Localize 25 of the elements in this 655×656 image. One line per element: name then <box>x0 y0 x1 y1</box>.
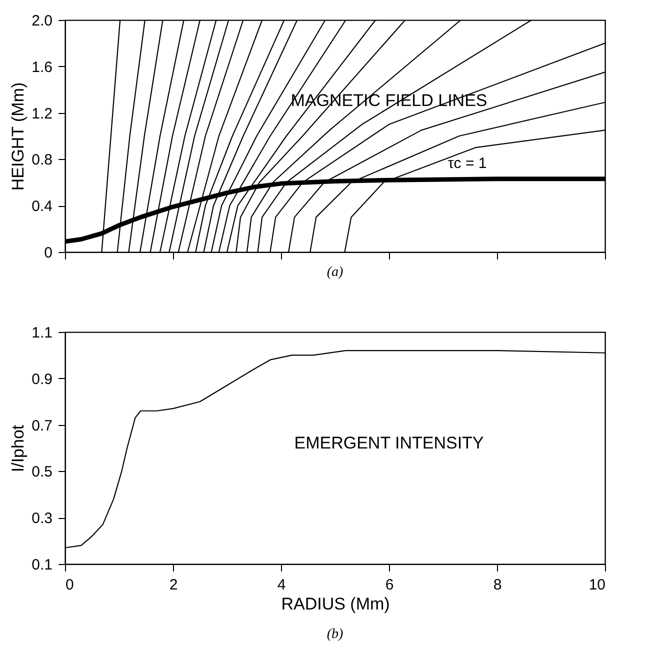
y-tick-label: 0 <box>44 244 52 262</box>
annotation: EMERGENT INTENSITY <box>294 433 484 452</box>
y-tick-label: 2.0 <box>32 12 52 30</box>
y-tick-label: 0.9 <box>32 370 52 388</box>
x-tick-label: 10 <box>588 576 606 594</box>
y-axis-title: HEIGHT (Mm) <box>8 82 28 191</box>
y-tick-label: 1.2 <box>32 105 52 122</box>
x-tick-label: 8 <box>493 576 502 594</box>
y-tick-label: 0.8 <box>32 152 52 169</box>
x-axis-title: RADIUS (Mm) <box>281 594 390 614</box>
text: (a) <box>326 265 344 280</box>
y-tick-label: 0.1 <box>32 556 52 574</box>
x-tick-label: 6 <box>385 576 394 594</box>
x-tick-label: 4 <box>277 576 286 594</box>
y-tick-label: 0.7 <box>32 417 52 434</box>
y-tick-label: 1.6 <box>32 58 52 76</box>
y-axis-title: I/Iphot <box>8 424 28 472</box>
x-tick-label: 2 <box>169 576 178 594</box>
y-tick-label: 1.1 <box>32 324 52 342</box>
y-tick-label: 0.4 <box>32 198 52 216</box>
y-tick-label: 0.3 <box>32 510 52 528</box>
series-label: τc = 1 <box>448 154 487 172</box>
y-tick-label: 0.5 <box>32 464 52 481</box>
text: (b) <box>326 627 344 642</box>
x-tick-label: 0 <box>66 576 74 594</box>
